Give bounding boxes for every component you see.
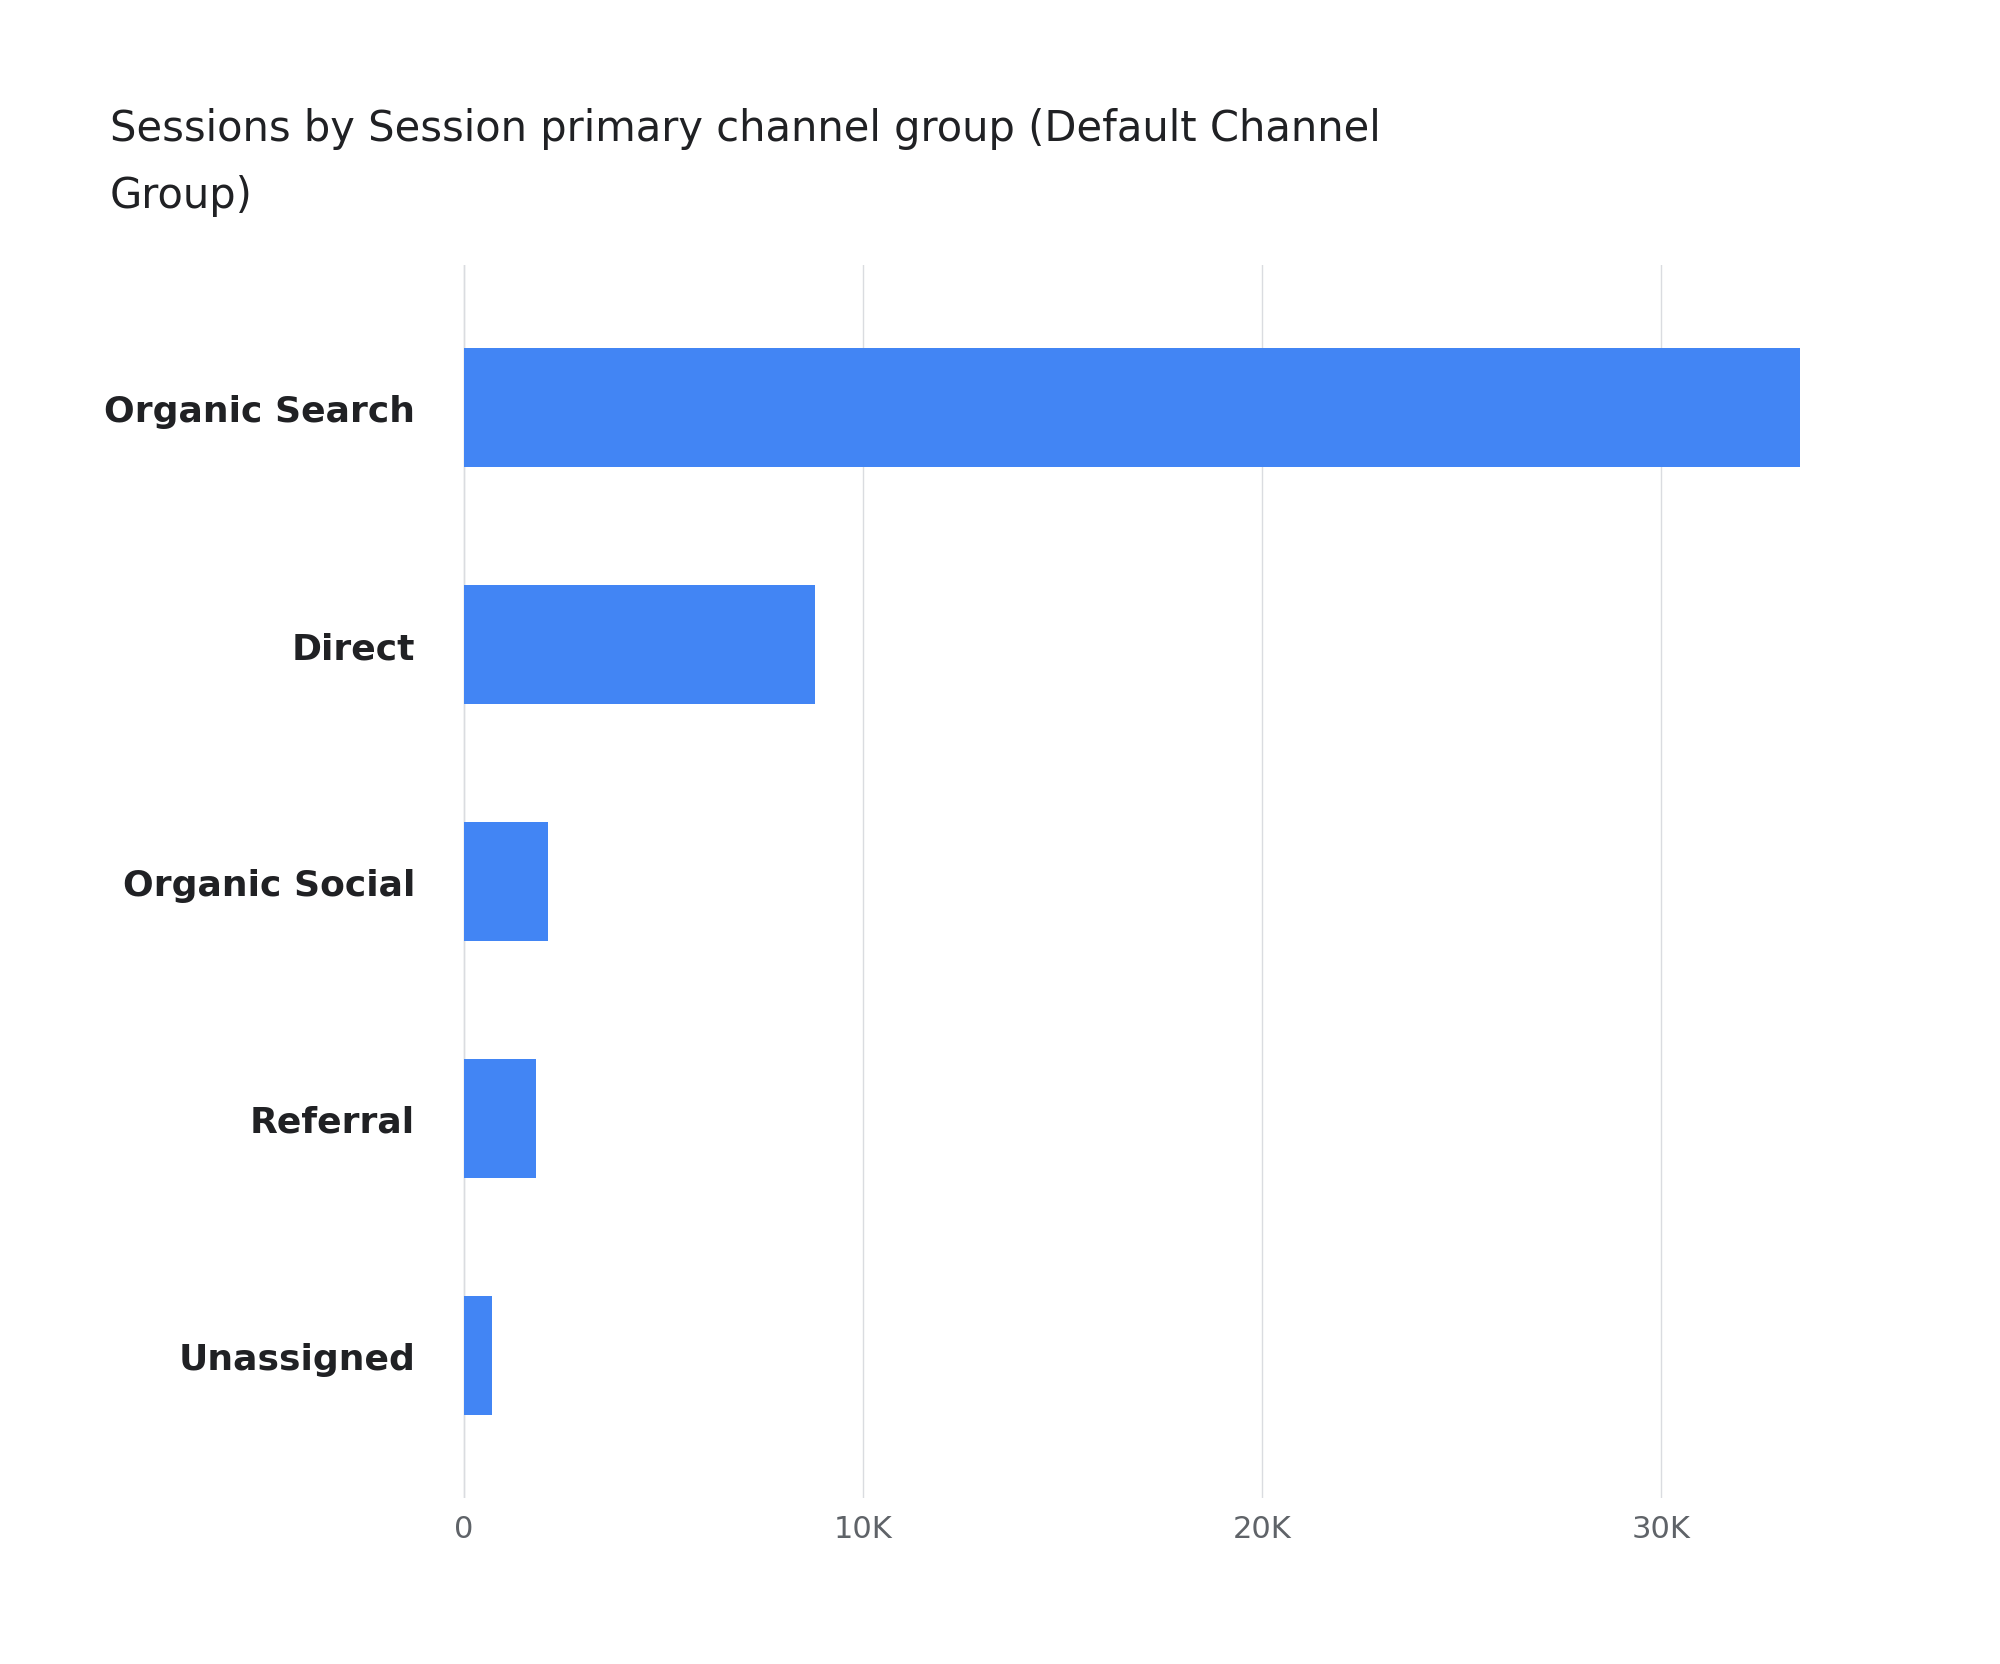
Bar: [464, 586, 816, 704]
Text: Sessions by Session primary channel group (Default Channel: Sessions by Session primary channel grou…: [110, 108, 1380, 150]
Bar: [464, 1296, 492, 1414]
Bar: [464, 349, 1800, 468]
Bar: [464, 822, 548, 942]
Bar: [464, 1060, 536, 1178]
Text: Group): Group): [110, 175, 252, 216]
